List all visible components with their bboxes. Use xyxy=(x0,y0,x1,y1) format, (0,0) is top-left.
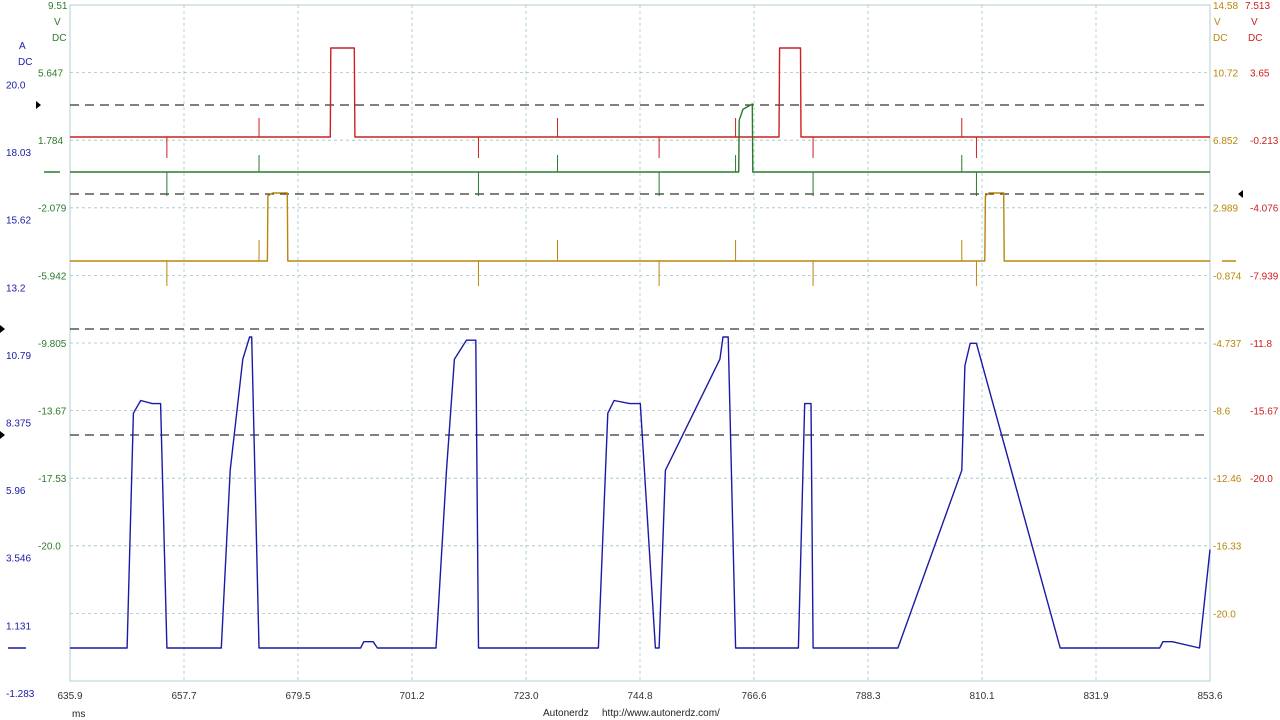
green-tick-label: -20.0 xyxy=(38,542,61,553)
green-tick-label: -17.53 xyxy=(38,474,67,485)
gold-axis-unit: V xyxy=(1214,17,1221,28)
x-axis-ticks: 635.9 657.7 679.5 701.2 723.0 744.8 766.6 788.3… xyxy=(57,691,1222,702)
channel-markers xyxy=(0,101,1243,649)
signal-traces xyxy=(70,47,1211,649)
x-axis-unit: ms xyxy=(72,709,85,720)
red-axis-top: 7.513 xyxy=(1245,1,1270,12)
x-tick-label: 788.3 xyxy=(855,691,880,702)
red-tick-label: -11.8 xyxy=(1250,339,1272,350)
red-tick-label: -15.67 xyxy=(1250,407,1279,418)
current-tick-label: 13.2 xyxy=(6,283,26,294)
red-axis-coupling: DC xyxy=(1248,33,1262,44)
current-tick-label: 10.79 xyxy=(6,351,31,362)
x-tick-label: 853.6 xyxy=(1197,691,1222,702)
current-tick-label: 5.96 xyxy=(6,486,26,497)
footer-brand: Autonerdz xyxy=(543,708,589,719)
current-tick-label: 8.375 xyxy=(6,419,31,430)
red-axis-ticks: 3.65 -0.213 -4.076 -7.939 -11.8 -15.67 -20.0 xyxy=(1250,69,1279,486)
green-tick-label: -9.805 xyxy=(38,339,67,350)
x-tick-label: 679.5 xyxy=(285,691,310,702)
current-axis-unit: A xyxy=(19,41,26,52)
green-axis-top: 9.51 xyxy=(48,1,68,12)
gold-tick-label: -0.874 xyxy=(1213,271,1242,282)
gold-tick-label: 10.72 xyxy=(1213,69,1238,80)
x-tick-label: 723.0 xyxy=(513,691,538,702)
red-tick-label: -4.076 xyxy=(1250,204,1279,215)
gold-axis-ticks: 10.72 6.852 2.989 -0.874 -4.737 -8.6 -12.46 -16… xyxy=(1213,69,1242,621)
trace-current xyxy=(70,336,1211,649)
ref-marker-left xyxy=(0,431,5,439)
current-tick-label: -1.283 xyxy=(6,689,35,700)
green-tick-label: -13.67 xyxy=(38,407,67,418)
x-tick-label: 657.7 xyxy=(171,691,196,702)
gold-tick-label: -4.737 xyxy=(1213,339,1242,350)
red-tick-label: -7.939 xyxy=(1250,271,1279,282)
current-tick-label: 15.62 xyxy=(6,216,31,227)
gold-tick-label: -16.33 xyxy=(1213,542,1242,553)
red-axis-unit: V xyxy=(1251,17,1258,28)
trace-red xyxy=(70,47,1210,138)
gold-tick-label: -8.6 xyxy=(1213,407,1231,418)
green-axis-ticks: 5.647 1.784 -2.079 -5.942 -9.805 -13.67 -17.53… xyxy=(38,69,67,553)
green-tick-label: 5.647 xyxy=(38,69,63,80)
x-tick-label: 635.9 xyxy=(57,691,82,702)
reference-lines xyxy=(70,104,1210,436)
gold-tick-label: 6.852 xyxy=(1213,136,1238,147)
gold-tick-label: 2.989 xyxy=(1213,204,1238,215)
x-tick-label: 701.2 xyxy=(399,691,424,702)
current-tick-label: 18.03 xyxy=(6,148,31,159)
ref-marker-left xyxy=(0,325,5,333)
footer-url: http://www.autonerdz.com/ xyxy=(602,708,720,719)
green-axis-coupling: DC xyxy=(52,33,66,44)
ref-marker-right xyxy=(1238,190,1243,198)
x-tick-label: 810.1 xyxy=(969,691,994,702)
x-tick-label: 831.9 xyxy=(1083,691,1108,702)
current-tick-label: 3.546 xyxy=(6,554,31,565)
gold-axis-coupling: DC xyxy=(1213,33,1227,44)
gold-tick-label: -20.0 xyxy=(1213,609,1236,620)
red-tick-label: -0.213 xyxy=(1250,136,1279,147)
green-tick-label: 1.784 xyxy=(38,136,63,147)
x-tick-label: 744.8 xyxy=(627,691,652,702)
plot-grid xyxy=(69,4,1211,682)
x-tick-label: 766.6 xyxy=(741,691,766,702)
green-axis-unit: V xyxy=(54,17,61,28)
green-tick-label: -2.079 xyxy=(38,204,67,215)
current-tick-label: 20.0 xyxy=(6,81,26,92)
current-tick-label: 1.131 xyxy=(6,621,31,632)
current-axis-coupling: DC xyxy=(18,57,32,68)
green-tick-label: -5.942 xyxy=(38,271,67,282)
current-axis-ticks: 20.0 18.03 15.62 13.2 10.79 8.375 5.96 3.546 1.1… xyxy=(6,81,35,700)
trace-gold xyxy=(70,192,1210,262)
ref-marker-left xyxy=(36,101,41,109)
red-tick-label: 3.65 xyxy=(1250,69,1270,80)
red-tick-label: -20.0 xyxy=(1250,474,1273,485)
trace-green xyxy=(70,103,1210,173)
gold-axis-top: 14.58 xyxy=(1213,1,1238,12)
gold-tick-label: -12.46 xyxy=(1213,474,1242,485)
